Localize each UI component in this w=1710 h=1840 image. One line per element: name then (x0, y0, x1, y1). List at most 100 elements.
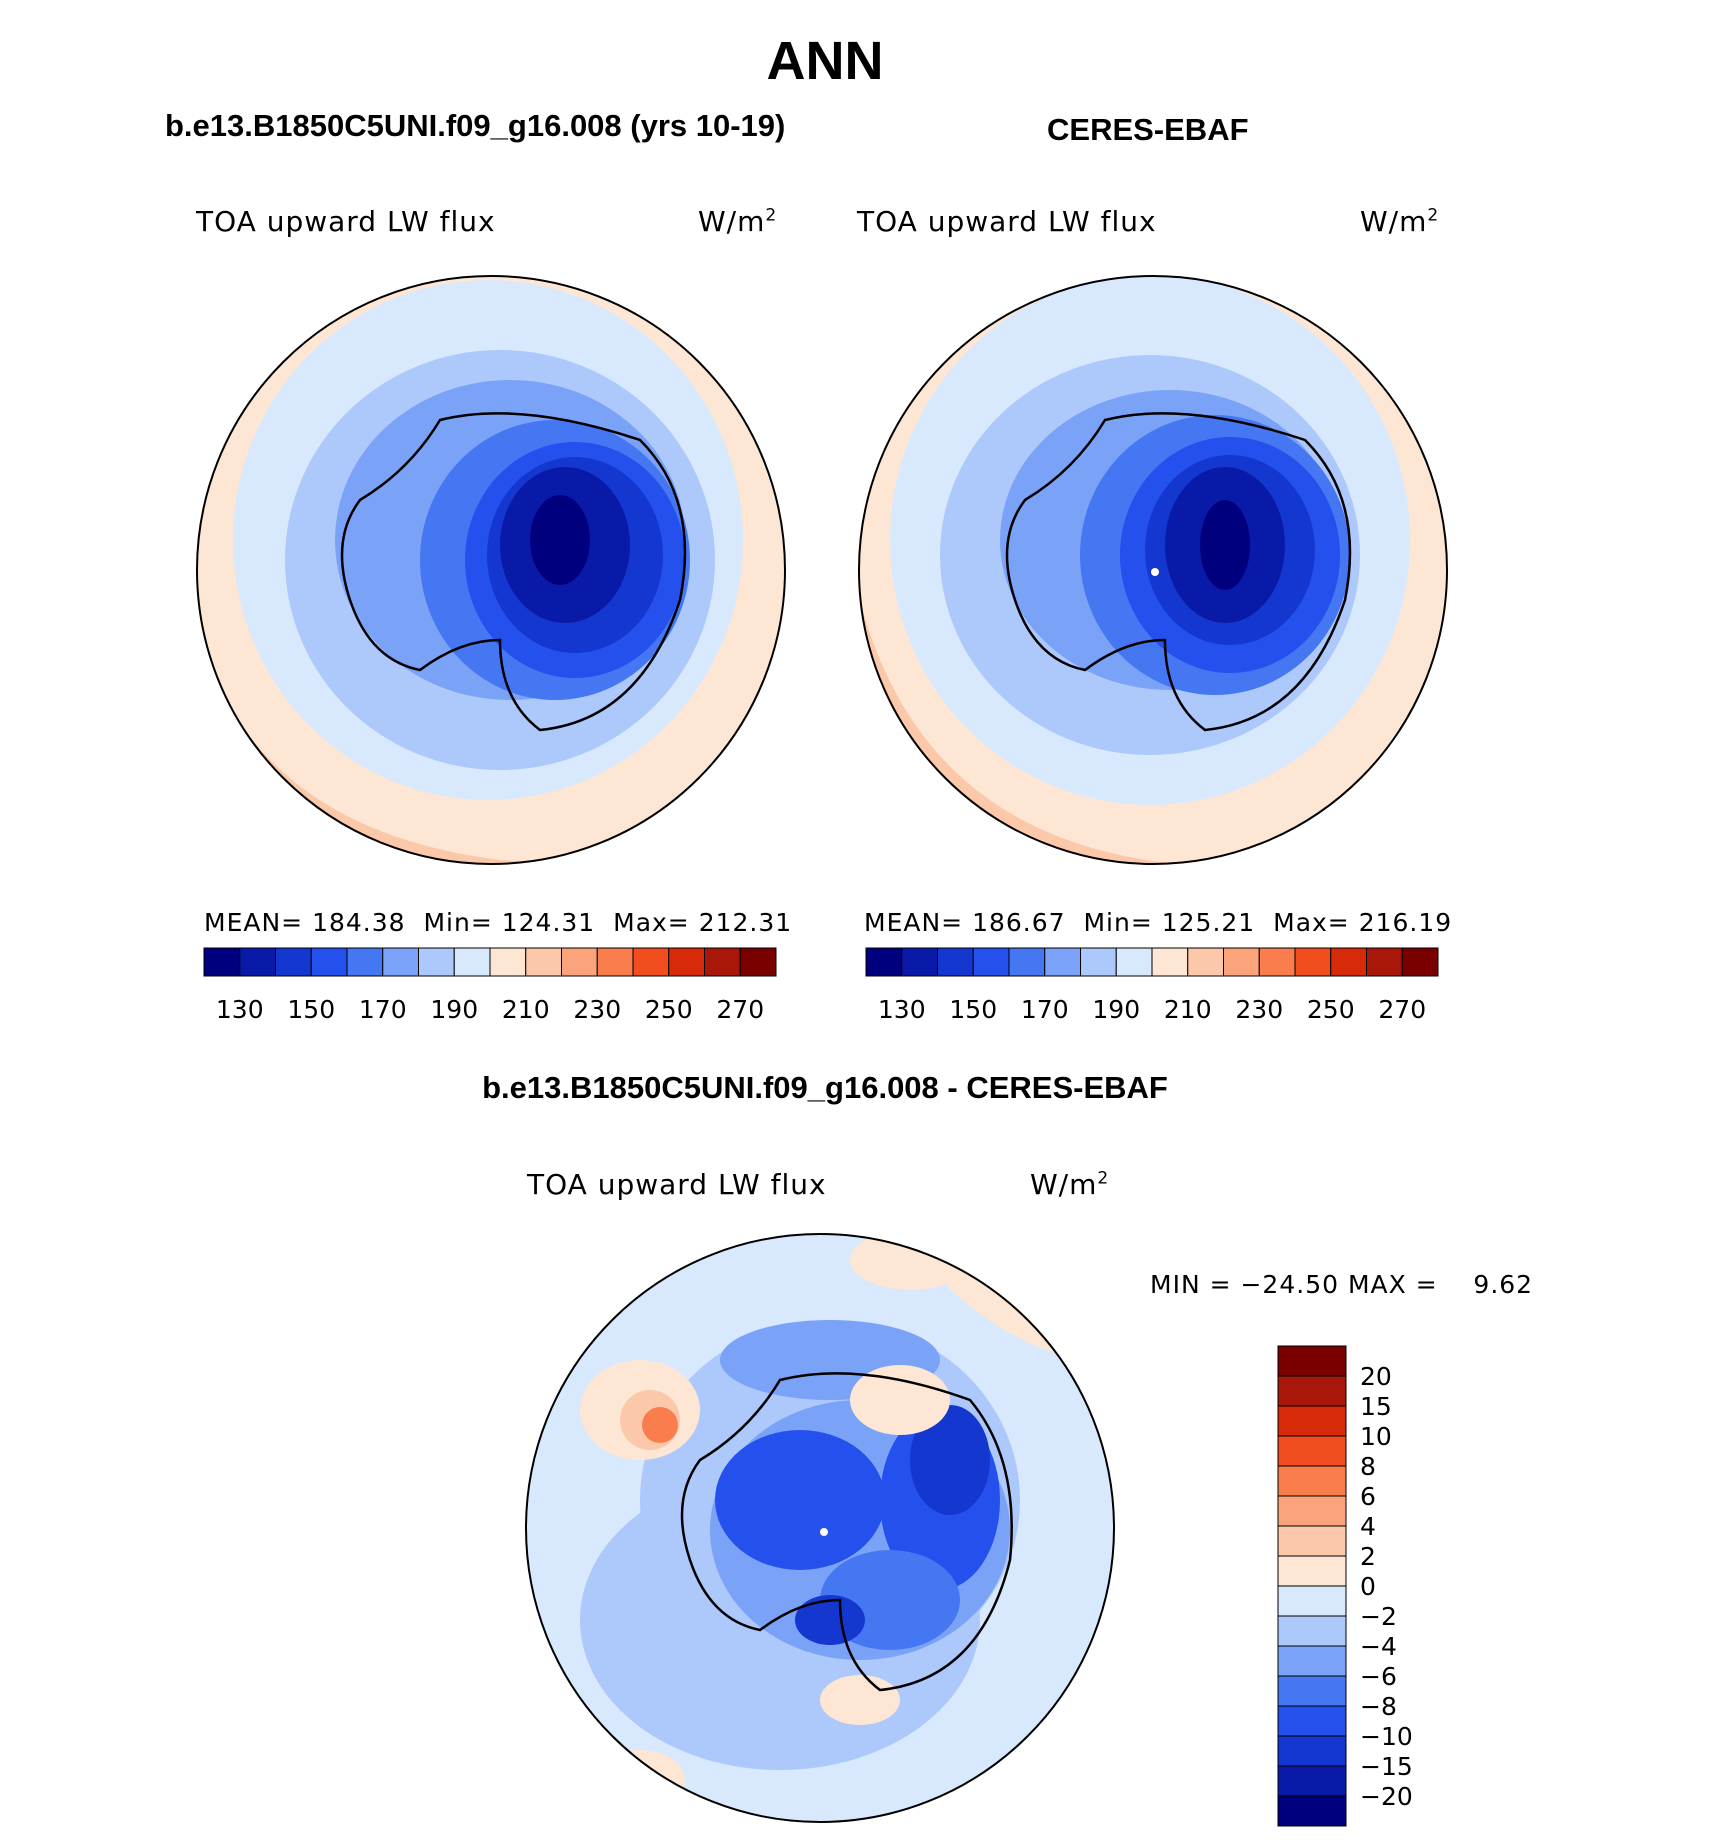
left-colorbar-swatch (704, 947, 741, 977)
diff-units-label: W/m2 (1030, 1168, 1109, 1201)
right-colorbar-tick-label: 170 (1021, 995, 1069, 1024)
left-units-label: W/m2 (698, 205, 777, 238)
right-colorbar-tick-label: 210 (1164, 995, 1212, 1024)
right-colorbar-swatch (1115, 947, 1153, 977)
left-colorbar-swatch (418, 947, 455, 977)
diff-colorbar-swatch (1277, 1705, 1347, 1737)
right-colorbar-swatch (901, 947, 938, 977)
left-case-title: b.e13.B1850C5UNI.f09_g16.008 (yrs 10-19) (165, 108, 786, 143)
left-colorbar-swatch (489, 947, 527, 977)
diff-colorbar-tick-label: 6 (1360, 1482, 1376, 1511)
right-units-exp: 2 (1427, 205, 1440, 226)
diff-colorbar-tick-label: 15 (1360, 1392, 1392, 1421)
left-colorbar-swatch (668, 947, 705, 977)
right-colorbar-swatch (1008, 947, 1046, 977)
left-min-value: 124.31 (501, 908, 596, 937)
left-colorbar-tick-label: 270 (716, 995, 764, 1024)
right-min-value: 125.21 (1161, 908, 1256, 937)
diff-case-title: b.e13.B1850C5UNI.f09_g16.008 - CERES-EBA… (482, 1070, 1168, 1105)
diff-colorbar-tick-label: −4 (1360, 1632, 1397, 1661)
right-colorbar-tick-label: 230 (1235, 995, 1283, 1024)
diff-colorbar-tick-label: 20 (1360, 1362, 1392, 1391)
right-colorbar-swatch (1187, 947, 1224, 977)
left-units-exp: 2 (765, 205, 778, 226)
left-colorbar-tick-label: 190 (430, 995, 478, 1024)
right-case-title: CERES-EBAF (1047, 112, 1249, 147)
left-colorbar-tick-label: 250 (645, 995, 693, 1024)
right-colorbar-tick-label: 190 (1092, 995, 1140, 1024)
left-stats: MEAN= 184.38 Min= 124.31 Max= 212.31 (204, 908, 792, 937)
left-mean-label: MEAN= (204, 908, 304, 937)
right-units-label: W/m2 (1360, 205, 1439, 238)
diff-units-base: W/m (1030, 1168, 1098, 1201)
diff-colorbar-tick-label: 0 (1360, 1572, 1376, 1601)
diff-colorbar-swatch (1277, 1465, 1347, 1497)
right-colorbar-swatch (1294, 947, 1332, 977)
left-colorbar-tick-label: 170 (359, 995, 407, 1024)
right-colorbar-tick-label: 150 (949, 995, 997, 1024)
left-colorbar-swatch (346, 947, 384, 977)
left-max-value: 212.31 (698, 908, 793, 937)
left-colorbar-swatch (739, 947, 777, 977)
left-colorbar-tick-label: 130 (216, 995, 264, 1024)
right-colorbar-tick-label: 270 (1378, 995, 1426, 1024)
diff-colorbar-tick-label: −6 (1360, 1662, 1397, 1691)
diff-colorbar-swatch (1277, 1615, 1347, 1647)
right-colorbar-swatch (1401, 947, 1439, 977)
right-colorbar-swatch (1330, 947, 1367, 977)
left-colorbar-swatch (275, 947, 312, 977)
right-colorbar-swatch (972, 947, 1010, 977)
diff-colorbar-tick-label: −2 (1360, 1602, 1397, 1631)
right-colorbar-tick-label: 250 (1307, 995, 1355, 1024)
left-mean-value: 184.38 (312, 908, 406, 937)
diff-colorbar-tick-label: −15 (1360, 1752, 1413, 1781)
left-colorbar-tick-label: 150 (287, 995, 335, 1024)
right-variable-label: TOA upward LW flux (857, 205, 1157, 238)
diff-colorbar-swatch (1277, 1405, 1347, 1437)
right-colorbar-swatch (1258, 947, 1296, 977)
diff-colorbar-swatch (1277, 1375, 1347, 1407)
left-colorbar-swatch (203, 947, 241, 977)
right-colorbar-swatch (1223, 947, 1260, 977)
left-colorbar-swatch (632, 947, 670, 977)
left-variable-label: TOA upward LW flux (196, 205, 496, 238)
diff-colorbar-tick-label: 2 (1360, 1542, 1376, 1571)
left-colorbar-swatch (310, 947, 348, 977)
right-stats: MEAN= 186.67 Min= 125.21 Max= 216.19 (864, 908, 1452, 937)
right-max-label: Max= (1273, 908, 1350, 937)
right-max-value: 216.19 (1358, 908, 1453, 937)
right-colorbar-swatch (865, 947, 903, 977)
diff-colorbar-swatch (1277, 1585, 1347, 1617)
season-title: ANN (766, 31, 884, 91)
right-colorbar-swatch (937, 947, 974, 977)
right-colorbar-swatch (1044, 947, 1081, 977)
left-colorbar-tick-label: 210 (502, 995, 550, 1024)
left-min-label: Min= (423, 908, 493, 937)
left-max-label: Max= (613, 908, 690, 937)
left-colorbar-swatch (239, 947, 276, 977)
left-units-base: W/m (698, 205, 766, 238)
diff-colorbar-swatch (1277, 1765, 1347, 1797)
diff-colorbar-tick-label: 8 (1360, 1452, 1376, 1481)
diff-colorbar-swatch (1277, 1495, 1347, 1527)
diff-colorbar-tick-label: −10 (1360, 1722, 1413, 1751)
diff-colorbar-tick-label: −8 (1360, 1692, 1397, 1721)
left-colorbar-swatch (596, 947, 634, 977)
right-mean-value: 186.67 (972, 908, 1066, 937)
left-colorbar-swatch (453, 947, 491, 977)
diff-colorbar-swatch (1277, 1795, 1347, 1827)
right-units-base: W/m (1360, 205, 1428, 238)
diff-colorbar-swatch (1277, 1345, 1347, 1377)
diff-colorbar-swatch (1277, 1435, 1347, 1467)
diff-colorbar-swatch (1277, 1525, 1347, 1557)
right-min-label: Min= (1083, 908, 1153, 937)
right-colorbar-tick-label: 130 (878, 995, 926, 1024)
left-colorbar-tick-label: 230 (573, 995, 621, 1024)
diff-variable-label: TOA upward LW flux (527, 1168, 827, 1201)
right-colorbar-swatch (1366, 947, 1403, 977)
diff-colorbar-swatch (1277, 1645, 1347, 1677)
diff-colorbar-swatch (1277, 1675, 1347, 1707)
diff-minmax: MIN = −24.50 MAX = 9.62 (1150, 1270, 1534, 1299)
right-colorbar-swatch (1080, 947, 1117, 977)
left-colorbar-swatch (525, 947, 562, 977)
